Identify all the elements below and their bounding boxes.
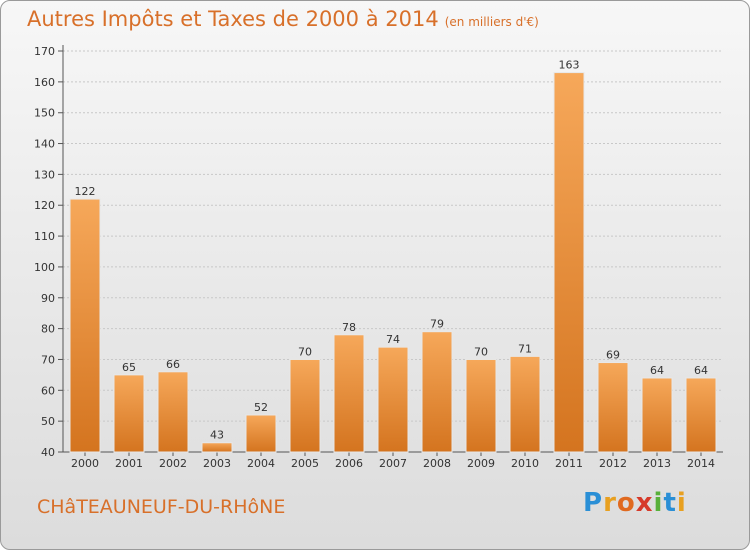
x-tick-label: 2000 [71,457,99,470]
y-tick-label: 100 [34,261,55,274]
logo-letter: o [616,488,636,518]
bar-value-label: 66 [166,358,180,371]
bar [69,198,101,453]
x-tick-labels: 2000 2001 2002 2003 2004 2005 2006 2007 2008 2009… [71,457,715,470]
x-tick-label: 2006 [335,457,363,470]
bar-value-label: 70 [298,345,312,358]
chart-unit: (en milliers d'€) [444,15,539,29]
bar-value-label: 74 [386,333,400,346]
bar [289,358,321,453]
x-tick-label: 2001 [115,457,143,470]
y-tick-label: 90 [41,292,55,305]
bar-value-label: 65 [122,361,136,374]
y-tick-label: 110 [34,230,55,243]
logo-letter: P [583,488,604,518]
bars [69,72,717,453]
x-tick-label: 2002 [159,457,187,470]
logo-letter: i [676,488,687,518]
bar [113,374,145,453]
bar-value-label: 71 [518,342,532,355]
bar [641,377,673,453]
chart-title-text: Autres Impôts et Taxes de 2000 à 2014 [27,7,439,31]
bar-value-label: 64 [650,364,664,377]
x-tick-label: 2004 [247,457,275,470]
y-tick-label: 170 [34,45,55,58]
x-tick-label: 2014 [687,457,715,470]
bar [245,414,277,453]
bar [685,377,717,453]
y-tick-label: 120 [34,199,55,212]
x-tick-label: 2009 [467,457,495,470]
logo-letter: t [663,488,677,518]
x-tick-label: 2013 [643,457,671,470]
chart-title: Autres Impôts et Taxes de 2000 à 2014 (en… [27,7,539,31]
bar-value-label: 64 [694,364,708,377]
y-tick-label: 60 [41,384,55,397]
bar [421,331,453,453]
y-tick-label: 70 [41,353,55,366]
y-tick-label: 130 [34,168,55,181]
bar [333,334,365,453]
y-tick-label: 50 [41,415,55,428]
y-tick-labels: 40 50 60 70 80 90 100 110 120 130 140 150 160 170 [34,45,55,459]
bar [465,358,497,453]
y-tick-label: 140 [34,138,55,151]
value-labels: 122 65 66 43 52 70 78 74 79 70 71 163 69 64 64 [75,59,709,442]
y-tick-label: 160 [34,76,55,89]
proxiti-logo[interactable]: Proxiti [583,488,687,518]
bar-value-label: 70 [474,345,488,358]
bar-value-label: 79 [430,318,444,331]
bar [201,442,233,453]
logo-letter: i [653,488,664,518]
bar [157,371,189,453]
bar [509,355,541,453]
y-tick-label: 40 [41,446,55,459]
x-tick-label: 2005 [291,457,319,470]
bar-value-label: 78 [342,321,356,334]
x-tick-label: 2011 [555,457,583,470]
bar-value-label: 122 [75,185,96,198]
commune-name: CHâTEAUNEUF-DU-RHôNE [37,496,286,518]
bar-value-label: 52 [254,401,268,414]
bar [597,362,629,453]
bar [553,72,585,453]
logo-letter: x [635,488,654,518]
y-tick-label: 150 [34,107,55,120]
logo-letter: r [603,488,617,518]
x-tick-label: 2008 [423,457,451,470]
x-tick-label: 2010 [511,457,539,470]
x-tick-label: 2012 [599,457,627,470]
x-tick-label: 2003 [203,457,231,470]
bar-value-label: 43 [210,429,224,442]
bar-value-label: 163 [559,59,580,72]
bar [377,346,409,453]
bar-value-label: 69 [606,349,620,362]
y-tick-label: 80 [41,323,55,336]
x-tick-label: 2007 [379,457,407,470]
